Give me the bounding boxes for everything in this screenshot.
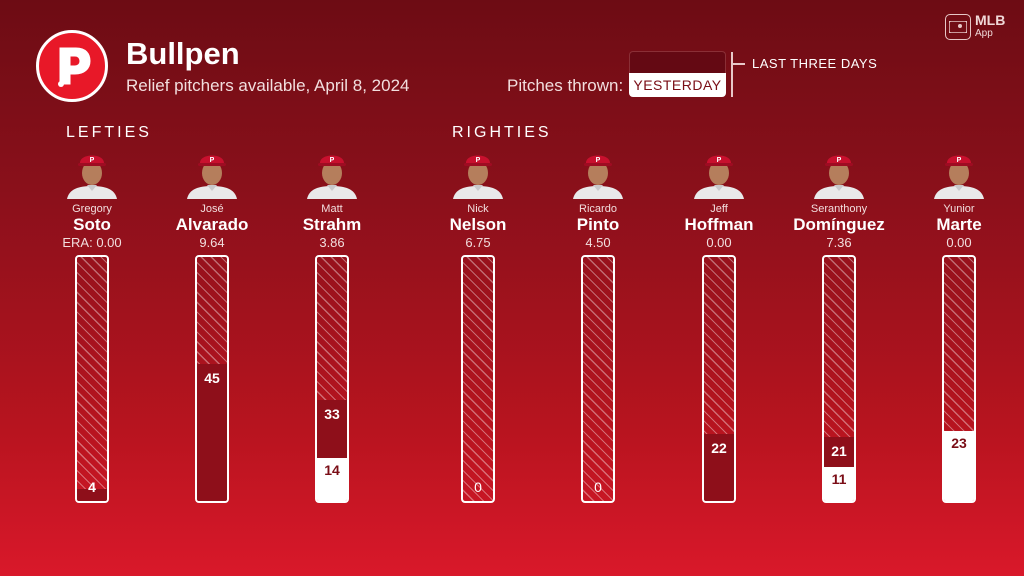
bar-segment-yesterday [824,467,854,501]
pitch-count-bar: 22 [702,255,736,503]
pitcher-era: 6.75 [465,235,491,250]
mlb-app-badge: MLB App [945,12,1006,40]
pitcher-era: 4.50 [585,235,611,250]
pitcher-last-name: Alvarado [175,215,249,234]
pitcher-era: 7.36 [826,235,852,250]
pitcher-last-name: Marte [936,215,982,234]
three-day-pitch-label: 22 [711,440,727,456]
pitch-count-bar: 23 [942,255,976,503]
pitch-count-bar: 4 [75,255,109,503]
pitcher-last-name: Pinto [576,215,620,234]
svg-text:P: P [210,157,215,164]
player-headshot-icon: P [694,155,744,199]
pitcher-era: 0.00 [946,235,972,250]
mlb-logo-icon [945,14,971,40]
pitcher-last-name: Soto [73,215,111,234]
mlb-app-text: MLB App [975,12,1006,39]
svg-text:P: P [717,157,722,164]
legend-three-days-label: LAST THREE DAYS [752,56,878,71]
section-lefties: LEFTIES [66,124,152,141]
bar-segment-yesterday [944,431,974,501]
three-day-pitch-label: 0 [474,479,482,495]
pitcher-first-name: Jeff [710,203,728,215]
player-headshot-icon: P [573,155,623,199]
player-headshot-icon: P [67,155,117,199]
bar-segment-three-days [824,437,854,467]
svg-text:P: P [90,157,95,164]
pitcher-last-name: Hoffman [684,215,754,234]
pitcher-era: 9.64 [199,235,225,250]
pitcher-first-name: Yunior [943,203,975,215]
legend-yesterday-swatch: YESTERDAY [629,73,726,97]
bar-segment-three-days [317,400,347,458]
pitch-count-bar: 45 [195,255,229,503]
legend-tick [733,63,745,65]
pitcher-card: P Nick Nelson 6.75 [418,145,538,251]
svg-text:P: P [837,157,842,164]
pitcher-card: P Yunior Marte 0.00 [899,145,1019,251]
player-headshot-icon: P [934,155,984,199]
bar-segment-yesterday [317,458,347,501]
pitcher-first-name: José [200,203,224,215]
three-day-pitch-label: 33 [324,406,340,422]
svg-text:P: P [476,157,481,164]
pitcher-first-name: Nick [467,203,489,215]
legend-bracket [731,52,733,97]
phillies-p-icon [58,47,91,87]
pitcher-card: P Gregory Soto ERA: 0.00 [32,145,152,251]
yesterday-pitch-label: 11 [831,471,847,487]
pitcher-era: ERA: 0.00 [62,235,122,250]
page-title: Bullpen [126,36,240,71]
svg-text:P: P [330,157,335,164]
pitcher-first-name: Matt [321,203,343,215]
player-headshot-icon: P [453,155,503,199]
bar-segment-three-days [704,434,734,501]
svg-text:P: P [596,157,601,164]
bar-segment-three-days [77,489,107,501]
pitches-thrown-label: Pitches thrown: [507,76,624,95]
pitcher-era: 0.00 [706,235,732,250]
pitcher-card: P Seranthony Domínguez 7.36 [779,145,899,251]
yesterday-pitch-label: 14 [324,462,340,478]
pitch-count-bar: 21 11 [822,255,856,503]
pitch-count-bar: 0 [581,255,615,503]
pitcher-card: P Matt Strahm 3.86 [272,145,392,251]
section-righties: RIGHTIES [452,124,552,141]
pitcher-era: 3.86 [319,235,345,250]
svg-text:P: P [957,157,962,164]
three-day-pitch-label: 0 [594,479,602,495]
player-headshot-icon: P [307,155,357,199]
three-day-pitch-label: 4 [88,479,96,495]
pitcher-card: P José Alvarado 9.64 [152,145,272,251]
player-headshot-icon: P [814,155,864,199]
three-day-pitch-label: 45 [204,370,220,386]
pitch-count-bar: 0 [461,255,495,503]
pitcher-last-name: Strahm [302,215,362,234]
yesterday-pitch-label: 23 [951,435,967,451]
three-day-pitch-label: 21 [831,443,847,459]
bar-segment-three-days [197,364,227,501]
pitcher-card: P Ricardo Pinto 4.50 [538,145,658,251]
phillies-logo [36,30,108,102]
pitcher-last-name: Domínguez [793,215,885,234]
pitch-count-bar: 33 14 [315,255,349,503]
page-subtitle: Relief pitchers available, April 8, 2024 [126,76,410,95]
pitcher-first-name: Ricardo [579,203,617,215]
pitcher-last-name: Nelson [449,215,507,234]
pitcher-first-name: Seranthony [810,203,868,215]
legend-three-days-swatch [629,51,726,73]
pitcher-card: P Jeff Hoffman 0.00 [659,145,779,251]
pitcher-first-name: Gregory [72,203,112,215]
player-headshot-icon: P [187,155,237,199]
